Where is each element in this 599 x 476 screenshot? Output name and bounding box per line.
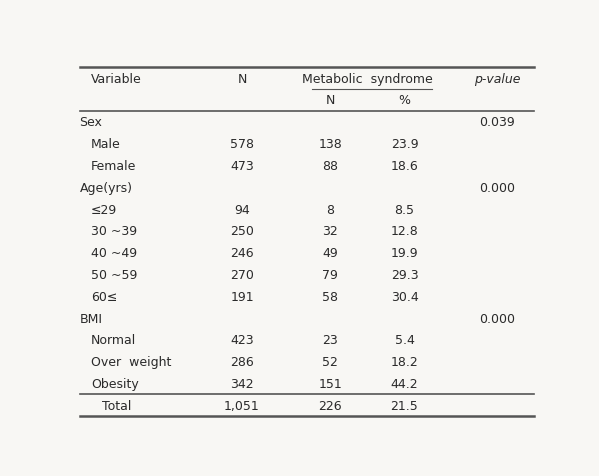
Text: 8.5: 8.5	[395, 203, 415, 216]
Text: 250: 250	[230, 225, 254, 238]
Text: 79: 79	[322, 268, 338, 281]
Text: 423: 423	[230, 334, 254, 347]
Text: 21.5: 21.5	[391, 399, 418, 412]
Text: BMI: BMI	[80, 312, 102, 325]
Text: 88: 88	[322, 159, 338, 172]
Text: N: N	[325, 94, 335, 107]
Text: 18.6: 18.6	[391, 159, 418, 172]
Text: 50 ~59: 50 ~59	[91, 268, 138, 281]
Text: ≤29: ≤29	[91, 203, 117, 216]
Text: 578: 578	[230, 138, 254, 151]
Text: 473: 473	[230, 159, 254, 172]
Text: 40 ~49: 40 ~49	[91, 247, 137, 259]
Text: Variable: Variable	[91, 72, 142, 86]
Text: 58: 58	[322, 290, 338, 303]
Text: Male: Male	[91, 138, 121, 151]
Text: 0.039: 0.039	[479, 116, 515, 129]
Text: 23: 23	[322, 334, 338, 347]
Text: Female: Female	[91, 159, 137, 172]
Text: Over  weight: Over weight	[91, 356, 171, 368]
Text: 23.9: 23.9	[391, 138, 418, 151]
Text: Normal: Normal	[91, 334, 137, 347]
Text: Obesity: Obesity	[91, 377, 139, 390]
Text: 94: 94	[234, 203, 250, 216]
Text: 29.3: 29.3	[391, 268, 418, 281]
Text: 30 ~39: 30 ~39	[91, 225, 137, 238]
Text: 0.000: 0.000	[479, 181, 515, 194]
Text: 30.4: 30.4	[391, 290, 418, 303]
Text: 60≤: 60≤	[91, 290, 117, 303]
Text: 0.000: 0.000	[479, 312, 515, 325]
Text: 8: 8	[326, 203, 334, 216]
Text: 286: 286	[230, 356, 254, 368]
Text: Total: Total	[102, 399, 131, 412]
Text: 226: 226	[319, 399, 342, 412]
Text: Sex: Sex	[80, 116, 102, 129]
Text: 1,051: 1,051	[224, 399, 260, 412]
Text: 246: 246	[230, 247, 254, 259]
Text: 191: 191	[230, 290, 254, 303]
Text: 270: 270	[230, 268, 254, 281]
Text: 5.4: 5.4	[395, 334, 415, 347]
Text: 44.2: 44.2	[391, 377, 418, 390]
Text: p-value: p-value	[474, 72, 521, 86]
Text: 12.8: 12.8	[391, 225, 418, 238]
Text: 19.9: 19.9	[391, 247, 418, 259]
Text: 52: 52	[322, 356, 338, 368]
Text: 32: 32	[322, 225, 338, 238]
Text: 138: 138	[318, 138, 342, 151]
Text: 49: 49	[322, 247, 338, 259]
Text: 18.2: 18.2	[391, 356, 418, 368]
Text: 151: 151	[318, 377, 342, 390]
Text: Age(yrs): Age(yrs)	[80, 181, 132, 194]
Text: N: N	[237, 72, 247, 86]
Text: 342: 342	[230, 377, 254, 390]
Text: %: %	[398, 94, 410, 107]
Text: Metabolic  syndrome: Metabolic syndrome	[302, 72, 432, 86]
